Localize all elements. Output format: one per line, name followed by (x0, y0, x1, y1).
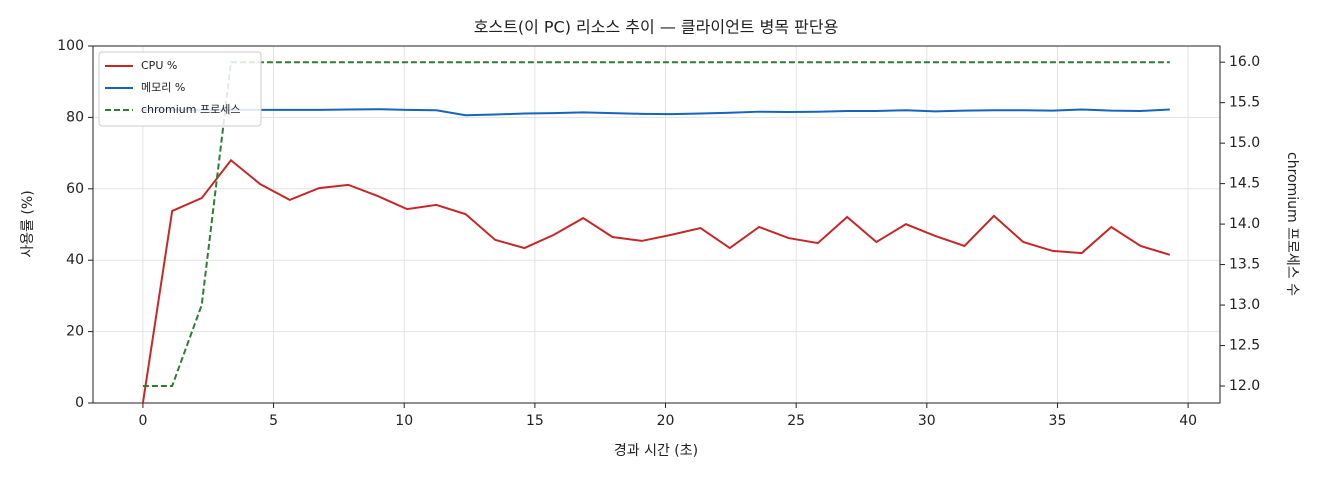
y2-tick-label: 13.0 (1229, 297, 1260, 313)
y-tick-label: 20 (66, 324, 84, 340)
legend-box (98, 51, 262, 127)
y2-axis-label: chromium 프로세스 수 (1284, 152, 1300, 296)
x-axis-label: 경과 시간 (초) (614, 443, 698, 459)
y2-tick-label: 15.5 (1229, 95, 1260, 111)
legend-label: 메모리 % (141, 81, 185, 94)
y2-tick-label: 14.0 (1229, 216, 1260, 232)
x-tick-label: 15 (526, 413, 544, 429)
y2-tick-label: 16.0 (1229, 54, 1260, 70)
series-line (142, 61, 1170, 387)
series-line (142, 108, 1170, 117)
y2-tick-label: 12.0 (1229, 378, 1260, 394)
y2-tick-label: 13.5 (1229, 257, 1260, 273)
x-tick-label: 30 (918, 413, 936, 429)
legend: CPU % 메모리 % chromium 프로세스 (98, 51, 262, 127)
legend-label: chromium 프로세스 (141, 103, 240, 116)
x-tick-label: 10 (395, 413, 413, 429)
chart-title: 호스트(이 PC) 리소스 추이 — 클라이언트 병목 판단용 (474, 18, 839, 37)
series-line (141, 158, 1171, 404)
y-tick-label: 0 (75, 395, 84, 411)
x-tick-label: 0 (138, 413, 147, 429)
x-tick-label: 35 (1049, 413, 1067, 429)
y-tick-label: 60 (66, 181, 84, 197)
y2-tick-label: 14.5 (1229, 176, 1260, 192)
x-tick-label: 25 (787, 413, 805, 429)
y-tick-label: 40 (66, 252, 84, 268)
y-tick-label: 100 (57, 38, 84, 54)
x-tick-label: 40 (1179, 413, 1197, 429)
y2-tick-label: 15.0 (1229, 135, 1260, 151)
plot-frame (92, 45, 1221, 404)
y-tick-label: 80 (66, 109, 84, 125)
y2-tick-label: 12.5 (1229, 338, 1260, 354)
y-axis-label: 사용률 (%) (20, 190, 36, 257)
x-tick-label: 5 (269, 413, 278, 429)
x-tick-label: 20 (657, 413, 675, 429)
legend-label: CPU % (141, 59, 177, 72)
